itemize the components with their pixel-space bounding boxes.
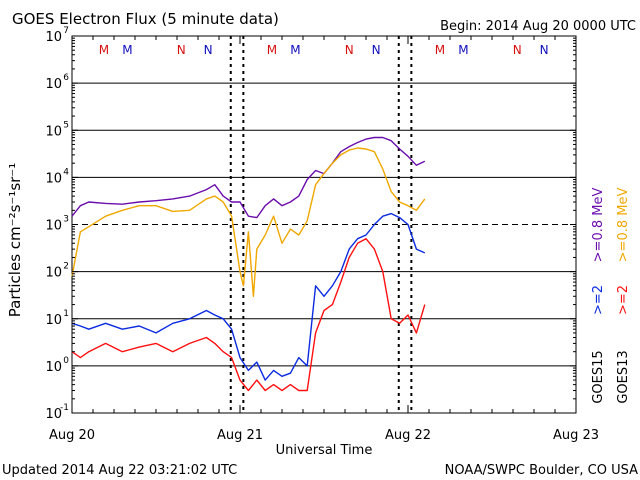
legend-entry: >=2	[616, 285, 631, 315]
y-tick-label: 10	[45, 124, 62, 139]
top-marker-label: M	[267, 43, 277, 57]
top-marker-label: M	[458, 43, 468, 57]
y-tick-exponent: 0	[63, 356, 69, 366]
y-axis-label: Particles cm⁻²s⁻¹sr⁻¹	[6, 163, 24, 317]
top-marker-label: N	[513, 43, 522, 57]
legend-entry: GOES13	[616, 350, 631, 403]
y-tick-exponent: -1	[60, 403, 69, 413]
top-marker-label: M	[290, 43, 300, 57]
top-marker-label: N	[177, 43, 186, 57]
series-line	[71, 136, 426, 219]
legend-entry: >=0.8 MeV	[616, 188, 631, 263]
x-tick-label: Aug 23	[553, 428, 599, 443]
y-tick-exponent: 5	[63, 120, 69, 130]
credit-text: NOAA/SWPC Boulder, CO USA	[445, 463, 638, 478]
y-tick-exponent: 2	[63, 262, 69, 272]
y-tick-label: 10	[45, 171, 62, 186]
series-line	[71, 212, 426, 381]
x-tick-label: Aug 22	[385, 428, 431, 443]
x-tick-label: Aug 21	[217, 428, 263, 443]
y-tick-exponent: 7	[63, 26, 69, 36]
top-marker-label: N	[372, 43, 381, 57]
top-marker-label: N	[345, 43, 354, 57]
top-marker-label: N	[204, 43, 213, 57]
grid-lines	[72, 82, 576, 367]
y-tick-exponent: 6	[63, 73, 69, 83]
y-tick-label: 10	[45, 313, 62, 328]
y-tick-label: 10	[45, 407, 62, 422]
top-marker-label: M	[99, 43, 109, 57]
x-tick-label: Aug 20	[49, 428, 95, 443]
begin-time: Begin: 2014 Aug 20 0000 UTC	[440, 19, 636, 34]
series-line	[71, 147, 426, 297]
y-tick-label: 10	[45, 219, 62, 234]
series-lines	[71, 136, 426, 392]
series-line	[71, 237, 426, 392]
top-marker-label: M	[435, 43, 445, 57]
y-tick-label: 10	[45, 360, 62, 375]
top-marker-label: N	[540, 43, 549, 57]
y-tick-label: 10	[45, 266, 62, 281]
y-tick-label: 10	[45, 77, 62, 92]
chart-title: GOES Electron Flux (5 minute data)	[12, 10, 279, 28]
y-tick-exponent: 3	[63, 215, 69, 225]
y-tick-label: 10	[45, 30, 62, 45]
y-tick-exponent: 4	[63, 167, 69, 177]
x-axis-label: Universal Time	[276, 443, 373, 458]
legend-entry: >=2	[591, 285, 606, 315]
y-tick-exponent: 1	[63, 309, 69, 319]
x-axis-ticks: Aug 20 Aug 21 Aug 22 Aug 23	[49, 36, 599, 443]
legend-entry: GOES15	[591, 350, 606, 403]
legend: >=0.8 MeV >=0.8 MeV >=2 >=2 GOES15 GOES13	[591, 188, 631, 404]
updated-timestamp: Updated 2014 Aug 22 03:21:02 UTC	[2, 463, 237, 478]
top-marker-label: M	[122, 43, 132, 57]
legend-entry: >=0.8 MeV	[591, 188, 606, 263]
